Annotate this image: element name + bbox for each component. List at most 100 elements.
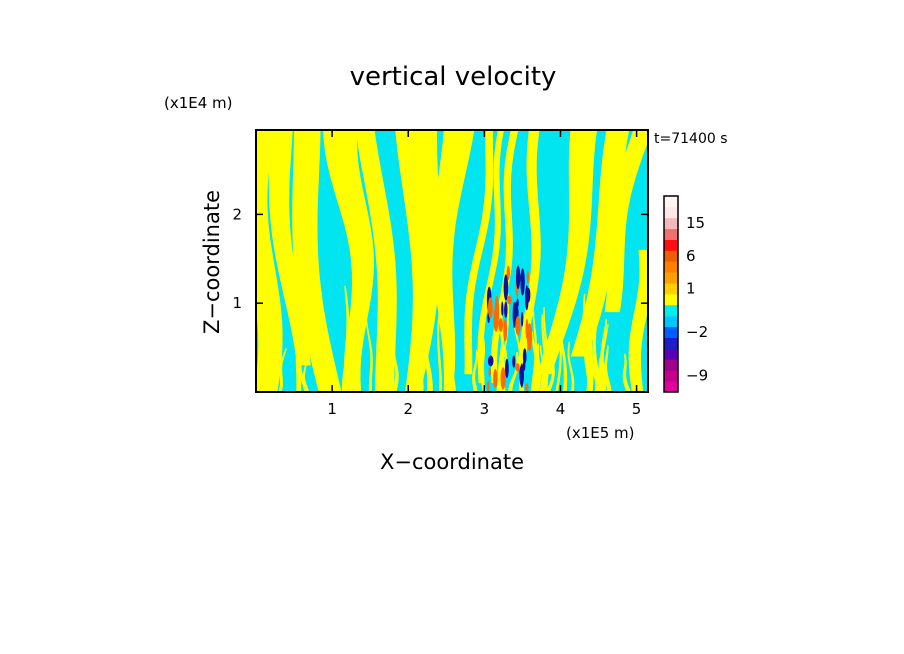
updraft-cell — [493, 368, 498, 389]
positive-velocity-band — [317, 292, 323, 392]
positive-velocity-band — [508, 352, 519, 392]
positive-velocity-band — [567, 341, 575, 392]
plot-area — [255, 129, 649, 393]
positive-velocity-band — [622, 353, 631, 392]
x-tick-label: 2 — [403, 400, 413, 418]
colorbar-segment — [664, 283, 678, 295]
positive-velocity-band — [446, 291, 457, 392]
downdraft-cell — [516, 298, 519, 308]
downdraft-cell — [512, 301, 516, 328]
colorbar-segment — [664, 359, 678, 371]
x-unit-label: (x1E5 m) — [566, 424, 635, 442]
colorbar-segment — [664, 261, 678, 273]
downdraft-cell — [520, 268, 525, 296]
positive-velocity-band — [278, 348, 287, 392]
positive-velocity-band — [437, 291, 443, 392]
updraft-cell — [498, 318, 504, 332]
downdraft-cell — [503, 274, 509, 301]
colorbar-segment — [664, 239, 678, 251]
updraft-cell — [525, 383, 529, 392]
updraft-cell — [500, 367, 506, 390]
positive-velocity-band — [604, 130, 648, 313]
x-tick-label: 5 — [632, 400, 642, 418]
positive-velocity-band — [432, 130, 475, 392]
colorbar-tick-label: 6 — [686, 247, 696, 265]
colorbar-segment — [664, 294, 678, 306]
y-unit-label: (x1E4 m) — [164, 94, 233, 112]
x-axis-label: X−coordinate — [380, 450, 524, 474]
updraft-cell — [515, 316, 521, 336]
updraft-cell — [526, 323, 533, 351]
positive-velocity-band — [415, 331, 424, 392]
x-tick-label: 3 — [480, 400, 490, 418]
positive-velocity-band — [472, 349, 478, 392]
downdraft-cell — [520, 312, 524, 327]
updraft-cell — [488, 367, 491, 377]
downdraft-cell — [516, 265, 521, 290]
downdraft-cell — [487, 355, 494, 367]
positive-velocity-band — [355, 130, 397, 392]
updraft-cell — [493, 307, 499, 332]
downdraft-cell — [505, 358, 509, 378]
downdraft-cell — [501, 301, 504, 316]
colorbar-tick-label: −9 — [686, 367, 708, 385]
colorbar-segment — [664, 196, 678, 208]
positive-velocity-band — [543, 307, 549, 392]
downdraft-cell — [512, 355, 516, 368]
colorbar-segment — [664, 206, 678, 219]
colorbar-segment — [664, 272, 678, 284]
positive-velocity-band — [584, 333, 591, 392]
positive-velocity-band — [477, 130, 504, 384]
colorbar-tick-label: 15 — [686, 214, 705, 232]
chart-title: vertical velocity — [350, 62, 557, 92]
colorbar-frame — [663, 195, 679, 393]
positive-velocity-band — [423, 320, 433, 392]
positive-velocity-band — [603, 345, 612, 392]
positive-velocity-band — [592, 314, 601, 392]
updraft-cell — [515, 363, 520, 372]
updraft-cell — [526, 270, 530, 284]
positive-velocity-band — [256, 130, 283, 392]
positive-velocity-band — [295, 308, 304, 392]
y-tick-label: 1 — [232, 294, 242, 312]
colorbar-segment — [664, 217, 678, 230]
colorbar-segment — [664, 304, 678, 317]
positive-velocity-band — [559, 308, 568, 392]
positive-velocity-band — [531, 331, 539, 392]
positive-velocity-band — [395, 130, 441, 392]
positive-velocity-band — [343, 285, 351, 392]
positive-velocity-band — [298, 346, 310, 392]
updraft-cell — [503, 319, 508, 342]
positive-velocity-band — [587, 315, 593, 392]
downdraft-cell — [519, 363, 524, 388]
colorbar: −9 −2 1 6 15 — [663, 195, 708, 393]
positive-velocity-band — [321, 362, 330, 392]
colorbar-segment — [664, 348, 678, 360]
x-tick-label: 1 — [327, 400, 337, 418]
time-label: t=71400 s — [654, 131, 728, 147]
updraft-cell — [488, 297, 493, 319]
downdraft-cell — [504, 301, 508, 318]
y-axis-label: Z−coordinate — [200, 190, 224, 334]
positive-velocity-band — [365, 320, 373, 392]
positive-velocity-band — [628, 249, 648, 392]
positive-velocity-band — [555, 299, 563, 392]
velocity-field — [256, 130, 648, 392]
downdraft-cell — [522, 360, 526, 371]
colorbar-segment — [664, 337, 678, 349]
positive-velocity-band — [480, 334, 487, 392]
positive-velocity-band — [597, 338, 607, 392]
updraft-cell — [506, 265, 510, 280]
positive-velocity-band — [464, 130, 494, 375]
colorbar-segment — [664, 250, 678, 262]
x-tick-label: 4 — [556, 400, 566, 418]
positive-velocity-band — [534, 346, 542, 392]
positive-velocity-band — [517, 130, 541, 366]
colorbar-segment — [664, 228, 678, 240]
colorbar-tick-label: −2 — [686, 323, 708, 341]
positive-velocity-band — [497, 310, 504, 392]
updraft-cell — [507, 295, 512, 305]
y-axis-ticks: 12 — [232, 205, 648, 312]
downdraft-cell — [526, 287, 531, 303]
